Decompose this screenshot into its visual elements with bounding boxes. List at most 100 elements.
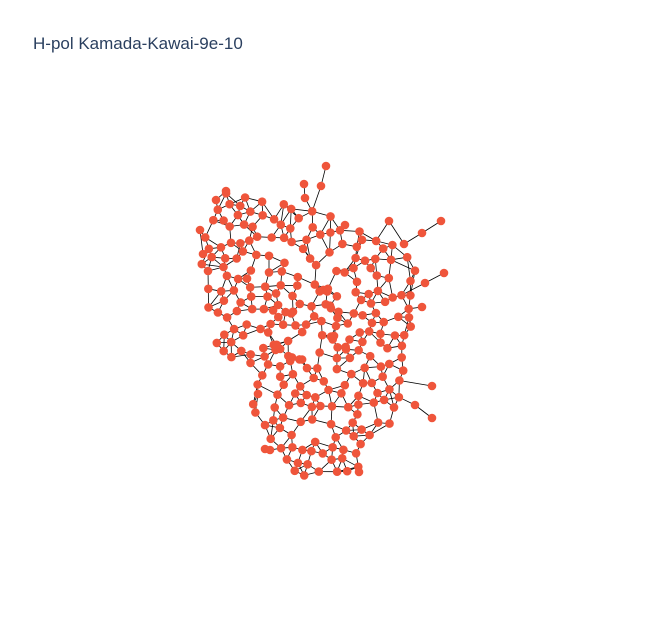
- graph-node[interactable]: [326, 303, 336, 313]
- graph-node[interactable]: [268, 306, 278, 315]
- graph-node[interactable]: [352, 277, 362, 287]
- graph-node[interactable]: [327, 402, 337, 411]
- graph-node[interactable]: [225, 222, 234, 231]
- graph-node[interactable]: [337, 389, 346, 398]
- graph-node[interactable]: [245, 236, 254, 245]
- graph-node[interactable]: [213, 205, 223, 214]
- graph-node[interactable]: [355, 227, 364, 236]
- graph-node[interactable]: [247, 304, 257, 314]
- graph-node[interactable]: [325, 248, 334, 257]
- graph-node[interactable]: [197, 259, 207, 269]
- graph-node[interactable]: [353, 410, 362, 419]
- graph-node[interactable]: [397, 290, 406, 300]
- graph-node[interactable]: [246, 207, 255, 216]
- graph-node[interactable]: [260, 444, 270, 454]
- graph-node[interactable]: [307, 415, 317, 424]
- graph-node[interactable]: [236, 239, 245, 248]
- graph-node[interactable]: [399, 239, 409, 249]
- graph-node[interactable]: [385, 419, 394, 428]
- graph-node[interactable]: [307, 207, 317, 216]
- graph-node[interactable]: [209, 215, 218, 225]
- graph-node[interactable]: [340, 220, 350, 230]
- graph-node[interactable]: [279, 233, 289, 243]
- graph-node[interactable]: [263, 360, 273, 369]
- graph-node[interactable]: [288, 443, 297, 452]
- graph-node[interactable]: [286, 204, 296, 214]
- graph-node[interactable]: [436, 216, 446, 226]
- graph-node[interactable]: [337, 454, 347, 463]
- graph-node[interactable]: [311, 260, 321, 270]
- graph-node[interactable]: [275, 362, 285, 371]
- graph-node[interactable]: [284, 400, 294, 410]
- graph-node[interactable]: [233, 274, 243, 284]
- graph-node[interactable]: [394, 312, 403, 322]
- graph-node[interactable]: [378, 244, 388, 253]
- graph-node[interactable]: [207, 252, 216, 262]
- graph-node[interactable]: [309, 373, 319, 383]
- graph-node[interactable]: [385, 385, 394, 394]
- graph-node[interactable]: [332, 364, 342, 374]
- graph-node[interactable]: [287, 237, 296, 247]
- graph-node[interactable]: [354, 391, 363, 401]
- graph-node[interactable]: [310, 437, 320, 447]
- graph-node[interactable]: [203, 266, 213, 276]
- graph-node[interactable]: [373, 286, 383, 296]
- graph-node[interactable]: [439, 268, 449, 278]
- graph-node[interactable]: [285, 356, 295, 366]
- graph-node[interactable]: [295, 382, 305, 391]
- graph-node[interactable]: [394, 392, 404, 402]
- graph-node[interactable]: [301, 320, 311, 329]
- graph-node[interactable]: [288, 369, 298, 379]
- graph-node[interactable]: [385, 359, 394, 369]
- graph-node[interactable]: [427, 413, 437, 423]
- graph-node[interactable]: [388, 240, 397, 250]
- graph-node[interactable]: [417, 302, 427, 312]
- graph-node[interactable]: [240, 193, 250, 202]
- graph-node[interactable]: [399, 330, 409, 340]
- graph-node[interactable]: [266, 319, 275, 329]
- graph-node[interactable]: [280, 258, 289, 268]
- graph-node[interactable]: [383, 343, 392, 353]
- graph-node[interactable]: [253, 380, 262, 389]
- graph-node[interactable]: [343, 319, 353, 328]
- graph-node[interactable]: [410, 266, 420, 276]
- graph-node[interactable]: [220, 330, 229, 340]
- graph-node[interactable]: [340, 380, 350, 390]
- graph-node[interactable]: [315, 287, 324, 296]
- graph-node[interactable]: [293, 272, 303, 282]
- graph-node[interactable]: [354, 346, 364, 355]
- graph-node[interactable]: [397, 341, 407, 351]
- graph-node[interactable]: [298, 445, 307, 455]
- graph-node[interactable]: [351, 287, 361, 297]
- graph-node[interactable]: [296, 417, 306, 427]
- graph-node[interactable]: [269, 416, 278, 425]
- graph-node[interactable]: [380, 297, 390, 307]
- graph-node[interactable]: [326, 419, 336, 429]
- graph-node[interactable]: [296, 398, 306, 408]
- graph-node[interactable]: [290, 389, 300, 398]
- graph-node[interactable]: [355, 328, 365, 337]
- graph-node[interactable]: [326, 212, 335, 221]
- graph-node[interactable]: [260, 420, 270, 430]
- graph-node[interactable]: [365, 351, 375, 361]
- graph-node[interactable]: [260, 352, 269, 361]
- graph-node[interactable]: [417, 228, 427, 238]
- graph-node[interactable]: [216, 243, 226, 252]
- graph-node[interactable]: [264, 251, 274, 261]
- graph-node[interactable]: [271, 289, 281, 298]
- graph-node[interactable]: [404, 313, 414, 322]
- graph-node[interactable]: [315, 348, 324, 357]
- graph-node[interactable]: [195, 225, 205, 235]
- graph-node[interactable]: [232, 306, 242, 316]
- graph-node[interactable]: [303, 460, 312, 469]
- graph-node[interactable]: [204, 303, 213, 312]
- graph-node[interactable]: [402, 252, 412, 262]
- graph-node[interactable]: [356, 439, 365, 449]
- graph-node[interactable]: [198, 249, 208, 259]
- graph-node[interactable]: [204, 244, 214, 254]
- graph-node[interactable]: [299, 471, 309, 480]
- graph-node[interactable]: [351, 253, 360, 263]
- graph-node[interactable]: [349, 263, 358, 273]
- graph-node[interactable]: [367, 378, 377, 388]
- graph-node[interactable]: [390, 331, 400, 340]
